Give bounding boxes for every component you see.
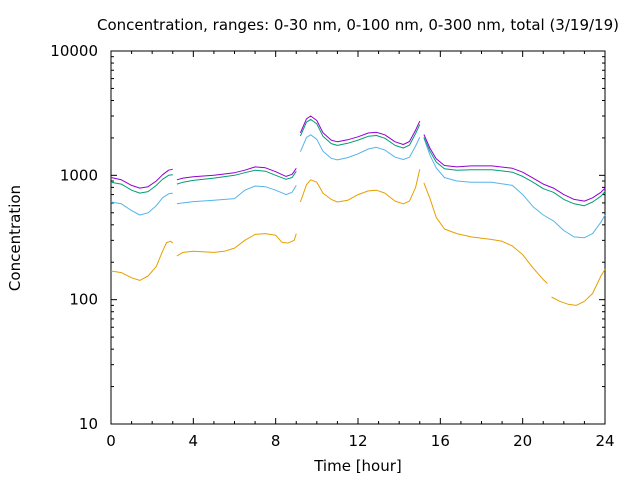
series-2-segment-2 xyxy=(299,118,421,149)
series-2-segment-3 xyxy=(423,137,606,207)
x-tick-label: 20 xyxy=(513,432,532,450)
x-tick-label: 0 xyxy=(106,432,116,450)
y-axis-title: Concentration xyxy=(6,185,24,291)
series-3-segment-2 xyxy=(299,115,421,145)
series-0-segment-1 xyxy=(176,233,297,257)
series-3-segment-0 xyxy=(110,168,173,189)
series-2-segment-1 xyxy=(176,169,297,185)
series-3-segment-1 xyxy=(176,166,297,181)
series-0-segment-4 xyxy=(551,269,606,306)
series-0-segment-0 xyxy=(110,240,174,281)
x-tick-label: 8 xyxy=(271,432,281,450)
chart-title: Concentration, ranges: 0-30 nm, 0-100 nm… xyxy=(97,16,619,34)
y-tick-label: 10000 xyxy=(50,42,98,60)
y-tick-label: 100 xyxy=(69,291,98,309)
x-tick-label: 24 xyxy=(595,432,614,450)
plot-frame xyxy=(110,50,606,425)
series-2-segment-0 xyxy=(110,174,173,194)
series-1-segment-2 xyxy=(299,134,421,161)
series-3-segment-3 xyxy=(423,134,606,202)
series-1-segment-3 xyxy=(423,137,606,239)
y-tick-label: 1000 xyxy=(60,166,98,184)
series-1-segment-1 xyxy=(176,185,297,205)
series-lines xyxy=(110,115,606,306)
x-tick-label: 16 xyxy=(431,432,450,450)
series-0-segment-3 xyxy=(423,182,548,284)
x-tick-label: 12 xyxy=(348,432,367,450)
axis-ticks: 0 4 8 12 16 20 24 10 100 1000 10000 xyxy=(50,42,614,450)
x-tick-label: 4 xyxy=(189,432,199,450)
series-0-segment-2 xyxy=(299,169,421,205)
y-tick-label: 10 xyxy=(79,415,98,433)
x-axis-title: Time [hour] xyxy=(313,457,402,475)
series-1-segment-0 xyxy=(110,192,173,216)
